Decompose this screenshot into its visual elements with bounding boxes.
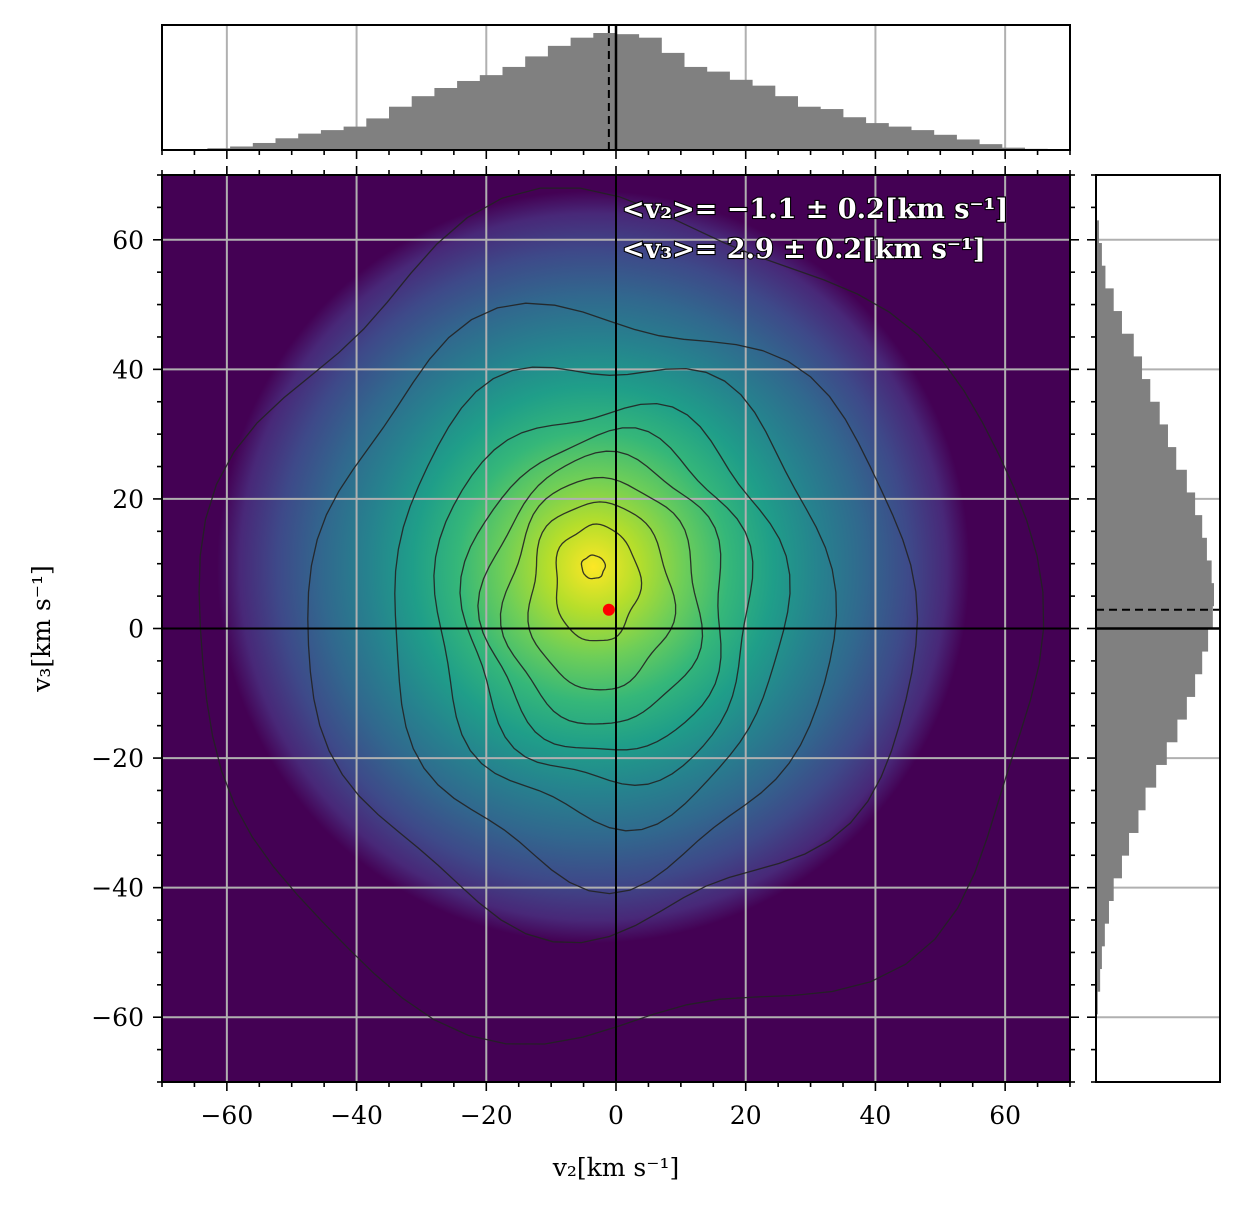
right-hist-bar bbox=[1096, 492, 1195, 515]
top-hist-bar bbox=[503, 67, 526, 150]
top-hist-ticks bbox=[162, 150, 1070, 159]
right-hist-bar bbox=[1096, 810, 1138, 833]
top-hist-bar bbox=[752, 86, 775, 150]
right-hist-bar bbox=[1096, 923, 1105, 946]
top-hist-bar bbox=[434, 88, 457, 150]
right-hist-bar bbox=[1096, 470, 1187, 493]
density-heatmap bbox=[217, 191, 969, 943]
right-hist-bar bbox=[1096, 901, 1109, 924]
top-hist-bar bbox=[616, 34, 639, 150]
top-hist-bar bbox=[639, 38, 662, 150]
right-marginal-histogram bbox=[1087, 175, 1220, 1082]
top-hist-bar bbox=[866, 123, 889, 150]
x-tick-labels: −60 −40 −20 0 20 40 60 bbox=[200, 1101, 1021, 1130]
top-hist-bar bbox=[707, 72, 730, 150]
top-hist-bar bbox=[571, 38, 594, 150]
top-hist-bar bbox=[457, 81, 480, 150]
y-tick-label: 40 bbox=[112, 355, 144, 384]
y-axis-label: v₃[km s⁻¹] bbox=[27, 565, 56, 693]
top-hist-bar bbox=[911, 130, 934, 150]
y-tick-label: −20 bbox=[91, 744, 144, 773]
top-hist-bar bbox=[366, 118, 389, 150]
right-hist-bar bbox=[1096, 379, 1150, 402]
right-hist-bar bbox=[1096, 560, 1212, 583]
right-hist-bar bbox=[1096, 583, 1214, 606]
right-hist-bar bbox=[1096, 674, 1195, 697]
x-tick-label: 60 bbox=[989, 1101, 1021, 1130]
top-hist-bar bbox=[820, 109, 843, 150]
y-tick-label: 0 bbox=[128, 615, 144, 644]
top-hist-bar bbox=[412, 96, 435, 150]
top-hist-bar bbox=[525, 56, 548, 150]
right-hist-bar bbox=[1096, 402, 1160, 425]
top-hist-bar bbox=[276, 138, 299, 150]
x-tick-label: −40 bbox=[330, 1101, 383, 1130]
right-hist-bar bbox=[1096, 515, 1202, 538]
top-marginal-histogram bbox=[162, 25, 1070, 159]
y-tick-labels: −60 −40 −20 0 20 40 60 bbox=[91, 226, 144, 1032]
top-hist-bar bbox=[798, 107, 821, 150]
annotation-mean-v3: <v₃>= 2.9 ± 0.2[km s⁻¹] bbox=[622, 234, 986, 265]
right-hist-bar bbox=[1096, 651, 1202, 674]
x-tick-label: 40 bbox=[860, 1101, 892, 1130]
right-hist-bar bbox=[1096, 311, 1122, 334]
top-hist-bar bbox=[730, 80, 753, 150]
right-hist-bar bbox=[1096, 765, 1156, 788]
right-hist-bar bbox=[1096, 629, 1208, 652]
top-hist-bar bbox=[775, 96, 798, 150]
top-hist-bar bbox=[548, 46, 571, 150]
right-hist-bar bbox=[1096, 742, 1167, 765]
top-hist-bar bbox=[593, 33, 616, 150]
x-tick-label: −60 bbox=[200, 1101, 253, 1130]
right-hist-bar bbox=[1096, 447, 1176, 470]
right-hist-bar bbox=[1096, 697, 1187, 720]
top-hist-bar bbox=[888, 127, 911, 150]
y-tick-label: 60 bbox=[112, 226, 144, 255]
mean-point-marker bbox=[603, 604, 615, 616]
right-hist-bar bbox=[1096, 787, 1146, 810]
top-hist-bar bbox=[684, 67, 707, 150]
top-hist-bar bbox=[321, 130, 344, 150]
top-hist-bar bbox=[843, 117, 866, 150]
right-hist-bars bbox=[1096, 198, 1214, 1037]
top-hist-bar bbox=[344, 127, 367, 150]
x-tick-label: 20 bbox=[730, 1101, 762, 1130]
right-hist-bar bbox=[1096, 538, 1207, 561]
main-density-panel: −60 −40 −20 0 20 40 60 −60 −40 −20 0 20 40 60 <v₂>= … bbox=[91, 166, 1079, 1130]
annotation-mean-v2: <v₂>= −1.1 ± 0.2[km s⁻¹] bbox=[622, 194, 1008, 225]
top-hist-bar bbox=[253, 143, 276, 150]
x-tick-label: 0 bbox=[608, 1101, 624, 1130]
right-hist-bar bbox=[1096, 878, 1114, 901]
right-hist-bar bbox=[1096, 288, 1114, 311]
right-hist-bar bbox=[1096, 424, 1168, 447]
top-hist-bar bbox=[934, 135, 957, 150]
right-hist-bar bbox=[1096, 334, 1134, 357]
right-hist-bar bbox=[1096, 356, 1142, 379]
x-tick-label: −20 bbox=[460, 1101, 513, 1130]
right-hist-ticks bbox=[1087, 175, 1096, 1082]
right-hist-bar bbox=[1096, 266, 1105, 289]
top-hist-bar bbox=[389, 107, 412, 150]
right-hist-bar bbox=[1096, 855, 1122, 878]
top-hist-bar bbox=[957, 139, 980, 150]
top-hist-bar bbox=[661, 53, 684, 150]
y-tick-label: −60 bbox=[91, 1003, 144, 1032]
top-hist-bar bbox=[298, 134, 321, 150]
right-hist-bar bbox=[1096, 833, 1129, 856]
y-tick-label: 20 bbox=[112, 485, 144, 514]
right-hist-bar bbox=[1096, 719, 1177, 742]
top-hist-bar bbox=[480, 75, 503, 150]
x-axis-label: v₂[km s⁻¹] bbox=[552, 1153, 680, 1182]
y-tick-label: −40 bbox=[91, 874, 144, 903]
